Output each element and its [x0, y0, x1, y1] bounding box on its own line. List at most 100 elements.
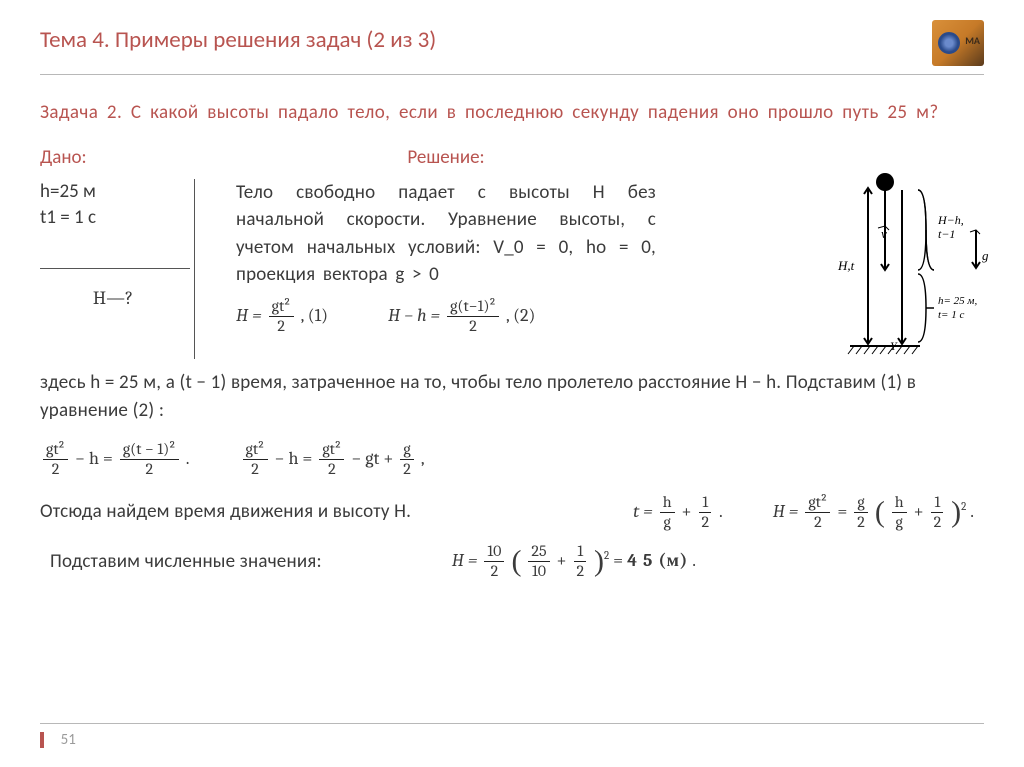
given-box: h=25 м t1 = 1 с H—?: [40, 179, 195, 359]
sa-f1n: gt²: [43, 440, 68, 460]
num-result: 4 5 (м): [627, 550, 688, 571]
H-f2n: g: [854, 493, 867, 513]
num-dot: .: [692, 550, 696, 571]
find-label: H—?: [40, 269, 186, 309]
t-f2: 12: [698, 493, 712, 532]
t-lhs: t =: [633, 501, 657, 522]
H-pplus: +: [914, 501, 928, 522]
t-expr: t = hg + 12 .: [633, 493, 723, 532]
num-pf2n: 1: [574, 542, 586, 562]
num-pf2: 12: [573, 542, 587, 581]
body-line-1: здесь h = 25 м, a (t − 1) время, затраче…: [40, 369, 984, 426]
eq1-frac: gt² 2: [269, 297, 294, 336]
sa-dot: .: [186, 447, 190, 468]
sb-f1n: gt²: [243, 440, 268, 460]
H-sq: 2: [961, 500, 966, 513]
H-f1d: 2: [811, 513, 825, 532]
H-pf1d: g: [893, 513, 906, 532]
sa-f2: g(t − 1)²2: [120, 440, 179, 479]
diagram-label-t1c: t= 1 с: [938, 309, 964, 321]
sa-f2d: 2: [143, 460, 157, 479]
diagram-label-v: v: [881, 226, 887, 241]
num-lparen: (: [511, 545, 521, 578]
problem-statement: Задача 2. С какой высоты падало тело, ес…: [40, 99, 984, 128]
step-a: gt²2 − h = g(t − 1)²2 .: [40, 440, 190, 479]
eq1-tag: , (1): [301, 305, 328, 326]
sb-r2: − gt +: [351, 447, 397, 468]
num-f1d: 2: [488, 562, 502, 581]
footer-accent-icon: [40, 732, 44, 748]
equation-1: H = gt² 2 , (1): [236, 297, 328, 336]
sa-mid: − h =: [75, 447, 117, 468]
equation-line-2: gt²2 − h = g(t − 1)²2 . gt²2 − h = gt²2 …: [40, 440, 984, 479]
eq2-tag: , (2): [506, 305, 535, 326]
num-pf2d: 2: [573, 562, 587, 581]
eq2-frac: g(t−1)² 2: [447, 297, 499, 336]
num-f1: 102: [484, 542, 504, 581]
t-dot: .: [719, 501, 723, 522]
header: Тема 4. Примеры решения задач (2 из 3): [40, 20, 984, 75]
sa-f1: gt²2: [43, 440, 68, 479]
eq1-den: 2: [274, 317, 288, 336]
sb-mid: − h =: [275, 447, 317, 468]
solution-column: Решение: Тело свободно падает с высоты H…: [210, 146, 984, 359]
H-dot: .: [970, 501, 974, 522]
page-title: Тема 4. Примеры решения задач (2 из 3): [40, 20, 436, 54]
H-f2: g2: [854, 493, 868, 532]
t-f1n: h: [660, 493, 675, 513]
body-line-2: Отсюда найдем время движения и высоту H.: [40, 498, 411, 527]
eq1-lhs: H =: [236, 305, 262, 326]
sb-f3n: g: [400, 440, 413, 460]
num-f1n: 10: [484, 542, 504, 562]
eq2-lhs: H − h =: [388, 305, 440, 326]
num-lhs: H =: [452, 550, 482, 571]
num-sq: 2: [604, 549, 609, 562]
footer: 51: [40, 723, 984, 749]
num-eq: =: [613, 550, 627, 571]
numeric-eval: H = 102 ( 2510 + 12 )2 = 4 5 (м) .: [452, 542, 696, 581]
diagram-label-h25: h= 25 м,: [938, 295, 977, 307]
t-H-expressions: t = hg + 12 . H = gt²2 = g2 ( hg + 12 )2…: [633, 493, 974, 532]
H-f2d: 2: [854, 513, 868, 532]
eq1-num: gt²: [269, 297, 294, 317]
given-column: Дано: h=25 м t1 = 1 с H—?: [40, 146, 210, 359]
num-pplus: +: [557, 550, 571, 571]
sb-f3: g2: [400, 440, 414, 479]
num-pf1: 2510: [528, 542, 549, 581]
H-rparen: ): [951, 496, 961, 529]
eq2-num: g(t−1)²: [447, 297, 499, 317]
line-t-H: Отсюда найдем время движения и высоту H.…: [40, 493, 984, 532]
sb-f1: gt²2: [243, 440, 268, 479]
num-rparen: ): [594, 545, 604, 578]
H-pf2: 12: [931, 493, 945, 532]
diagram-label-tm1: t−1: [938, 227, 955, 241]
solution-label: Решение:: [236, 146, 656, 169]
sb-f2: gt²2: [319, 440, 344, 479]
given-label: Дано:: [40, 146, 210, 169]
sb-f2n: gt²: [319, 440, 344, 460]
sb-f3d: 2: [400, 460, 414, 479]
diagram-label-g: g: [982, 248, 989, 263]
sb-dot: ,: [421, 447, 425, 468]
step-b: gt²2 − h = gt²2 − gt + g2 ,: [240, 440, 425, 479]
t-f1d: g: [660, 513, 673, 532]
H-expr: H = gt²2 = g2 ( hg + 12 )2 .: [773, 493, 974, 532]
num-pf1n: 25: [528, 542, 549, 562]
t-f2d: 2: [698, 513, 712, 532]
sa-f1d: 2: [49, 460, 63, 479]
given-t1: t1 = 1 с: [40, 205, 186, 232]
diagram-label-Ht: H,t: [837, 258, 855, 273]
t-f1: hg: [660, 493, 675, 532]
problem-label: Задача 2.: [40, 101, 122, 124]
H-pf2n: 1: [931, 493, 943, 513]
sb-f1d: 2: [248, 460, 262, 479]
problem-text: С какой высоты падало тело, если в после…: [131, 101, 939, 124]
sb-f2d: 2: [325, 460, 339, 479]
physics-diagram: H,t Y v H−h, t−1 h= 25 м, t= 1 с g: [790, 170, 990, 370]
t-plus: +: [682, 501, 696, 522]
sa-f2n: g(t − 1)²: [120, 440, 179, 460]
H-lhs: H =: [773, 501, 803, 522]
H-pf2d: 2: [931, 513, 945, 532]
eq2-den: 2: [466, 317, 480, 336]
H-eq: =: [837, 501, 851, 522]
